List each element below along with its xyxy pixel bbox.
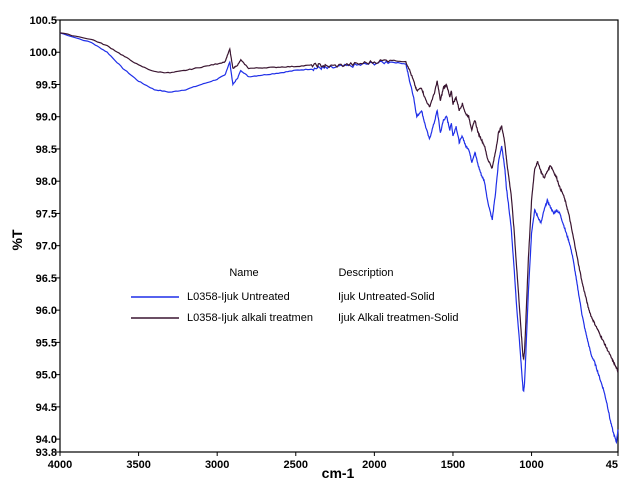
y-tick-label: 94.0	[36, 434, 57, 446]
x-tick-label: 1000	[519, 459, 543, 471]
y-tick-label: 100.5	[29, 15, 57, 27]
y-tick-label: 98.0	[36, 176, 57, 188]
y-axis-label: %T	[9, 229, 25, 250]
y-tick-label: 97.0	[36, 241, 57, 253]
y-axis-ticks: 100.5 100.0 99.5 99.0 98.5 98.0 97.5 97.0 96.5 96…	[29, 15, 60, 459]
x-tick-label: 4000	[48, 459, 72, 471]
series-lines	[59, 32, 619, 445]
series-line-untreated	[59, 32, 619, 445]
legend-entry-alkali-name: L0358-Ijuk alkali treatmen	[187, 312, 313, 324]
x-tick-label: 45	[606, 459, 618, 471]
y-tick-label: 95.5	[36, 337, 57, 349]
y-tick-label: 95.0	[36, 370, 57, 382]
x-tick-label: 1500	[441, 459, 465, 471]
legend-header-description: Description	[338, 267, 393, 279]
y-tick-label: 100.0	[29, 47, 57, 59]
x-tick-label: 3000	[205, 459, 229, 471]
legend-entry-alkali-description: Ijuk Alkali treatmen-Solid	[338, 312, 458, 324]
y-tick-label: 99.0	[36, 112, 57, 124]
y-tick-label: 94.5	[36, 402, 57, 414]
legend-header-name: Name	[229, 267, 258, 279]
y-tick-label: 93.8	[36, 447, 57, 459]
legend-entry-untreated-name: L0358-Ijuk Untreated	[187, 291, 290, 303]
y-tick-label: 98.5	[36, 144, 57, 156]
y-tick-label: 96.0	[36, 305, 57, 317]
plot-frame	[59, 19, 619, 453]
y-tick-label: 99.5	[36, 79, 57, 91]
x-tick-label: 2000	[362, 459, 386, 471]
legend-entry-untreated-description: Ijuk Untreated-Solid	[338, 291, 435, 303]
x-axis-ticks: 4000 3500 3000 2500 2000 1500 1000 45	[48, 452, 619, 471]
x-axis-label: cm-1	[322, 465, 355, 481]
x-tick-label: 2500	[284, 459, 308, 471]
x-tick-label: 3500	[126, 459, 150, 471]
series-line-alkali	[59, 32, 619, 373]
legend: Name Description L0358-Ijuk Untreated Ij…	[131, 267, 458, 324]
y-tick-label: 97.5	[36, 208, 57, 220]
y-tick-label: 96.5	[36, 273, 57, 285]
